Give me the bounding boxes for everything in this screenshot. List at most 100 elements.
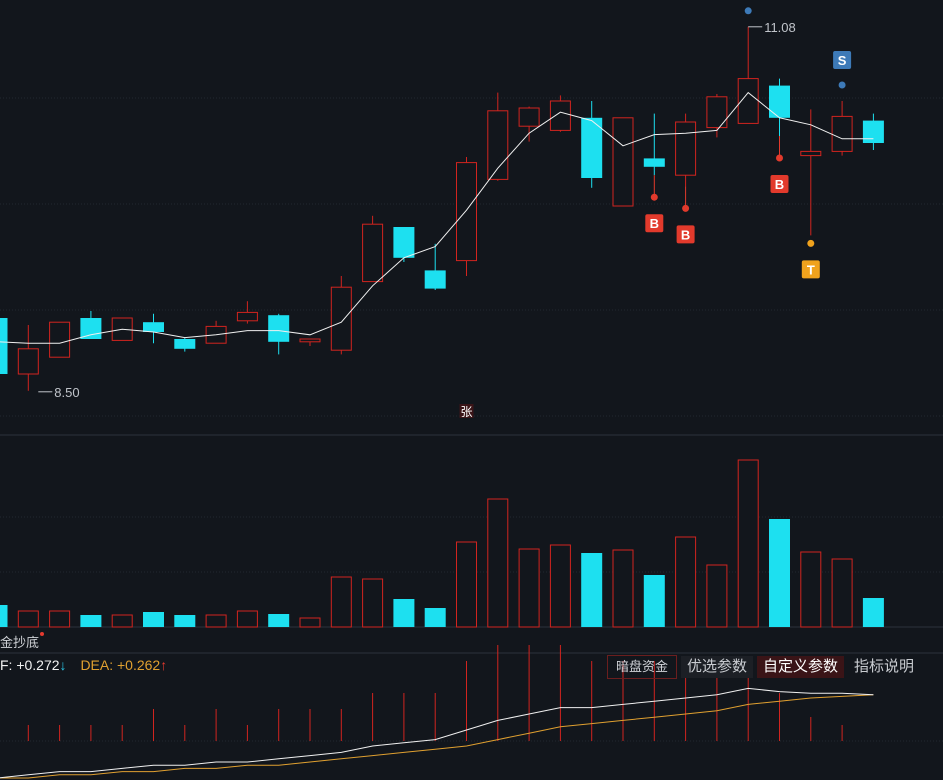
candle — [581, 101, 603, 188]
candle-body-down — [393, 227, 415, 258]
candle — [205, 320, 227, 344]
volume-bar-down — [393, 599, 415, 627]
volume-bar-up — [737, 459, 759, 628]
tab-custom-params[interactable]: 自定义参数 — [757, 656, 845, 678]
candle-body-down — [174, 339, 196, 349]
candle-body-up — [706, 96, 728, 129]
buy-signal-dot — [682, 204, 690, 212]
candle-body-up — [831, 115, 853, 152]
macd-legend: F: +0.272↓ DEA: +0.262↑ — [0, 657, 167, 673]
volume-bar-up — [612, 549, 634, 628]
volume-bar-down — [143, 612, 164, 627]
volume-bar-down — [174, 615, 196, 627]
volume-bar-down — [581, 553, 603, 627]
t-signal: T — [801, 260, 820, 279]
high-price-label: 11.08 — [764, 20, 796, 35]
buy-signal-text: B — [650, 216, 659, 231]
sell-signal-text: S — [838, 53, 847, 68]
buy-signal-box — [645, 214, 664, 233]
volume-bar-up — [236, 610, 258, 628]
candle-body-down — [0, 318, 8, 374]
volume-bar-down — [643, 575, 665, 627]
candle-body-up — [17, 348, 39, 375]
dea-value: DEA: +0.262 — [80, 657, 161, 673]
candle — [456, 157, 477, 276]
volume-bar-up — [17, 610, 39, 628]
volume-bar-up — [330, 576, 352, 628]
volume-bar-up — [706, 564, 728, 628]
arrow-down-icon: ↓ — [59, 657, 67, 673]
buy-signal-text: B — [681, 227, 690, 242]
sell-signal: S — [833, 51, 852, 69]
candle — [769, 78, 790, 136]
candle — [268, 313, 290, 355]
candle — [549, 95, 571, 132]
candle-body-up — [456, 162, 477, 262]
candle-body-down — [643, 158, 665, 167]
candle-body-down — [769, 85, 790, 118]
center-glyph: 张 — [460, 405, 472, 419]
dea-line — [0, 694, 874, 779]
candle — [675, 113, 697, 187]
volume-bar-down — [80, 615, 102, 627]
candle-body-up — [330, 286, 352, 351]
volume-bar-up — [549, 544, 571, 628]
sub-panel-dot-icon — [40, 632, 45, 636]
t-signal-text: T — [807, 262, 815, 277]
candle — [518, 106, 540, 142]
arrow-up-icon: ↑ — [160, 657, 168, 673]
candle-body-down — [143, 322, 164, 332]
volume-bar-up — [299, 617, 321, 628]
volume-bar-up — [362, 578, 384, 628]
candle — [143, 313, 164, 344]
candle — [236, 301, 258, 324]
candle — [330, 276, 352, 355]
tab-indicator-help[interactable]: 指标说明 — [854, 658, 915, 675]
volume-bar-up — [800, 551, 822, 628]
tab-dark-pool-funds[interactable]: 暗盘资金 — [607, 655, 678, 679]
volume-bar-down — [424, 608, 446, 627]
buy-signal-box — [676, 225, 695, 244]
volume-bar-up — [518, 548, 540, 628]
candle — [299, 338, 321, 346]
candle-body-down — [268, 315, 290, 342]
candle — [17, 325, 39, 391]
candle-body-up — [518, 107, 540, 127]
buy-signal-box — [770, 175, 789, 193]
t-signal-dot — [807, 239, 815, 247]
candle-body-down — [80, 318, 102, 339]
dif-value: F: +0.272 — [0, 657, 60, 673]
buy-signal-dot — [776, 154, 783, 162]
candle — [643, 113, 665, 176]
candle — [737, 26, 759, 124]
candle-body-up — [612, 117, 634, 207]
candle — [831, 101, 853, 156]
volume-bar-down — [862, 598, 884, 627]
candle — [393, 227, 415, 262]
indicator-tab-bar: 暗盘资金 优选参数 自定义参数 指标说明 — [607, 655, 920, 679]
candle — [0, 318, 8, 374]
sell-signal-dot — [838, 81, 846, 89]
sub-panel-title[interactable]: 金抄底 — [0, 632, 45, 651]
candle-body-up — [362, 223, 384, 283]
ma-line — [0, 91, 874, 344]
volume-bar-down — [0, 605, 8, 627]
candle-body-up — [549, 100, 571, 131]
candle — [612, 117, 634, 207]
buy-signal-dot — [650, 193, 658, 201]
volume-bar-down — [268, 614, 290, 627]
candle-body-up — [236, 311, 258, 322]
candle — [862, 113, 884, 150]
candle-body-up — [487, 110, 509, 180]
candle — [174, 337, 196, 352]
candle-body-up — [800, 150, 822, 157]
buy-signal: B — [770, 175, 789, 193]
volume-bar-down — [769, 519, 790, 627]
tab-optimized-params[interactable]: 优选参数 — [681, 656, 754, 678]
volume-bar-up — [831, 558, 853, 628]
sell-signal-dot — [744, 7, 752, 15]
dif-line — [0, 687, 874, 779]
t-signal-box — [801, 260, 820, 279]
candle-body-down — [862, 120, 884, 143]
